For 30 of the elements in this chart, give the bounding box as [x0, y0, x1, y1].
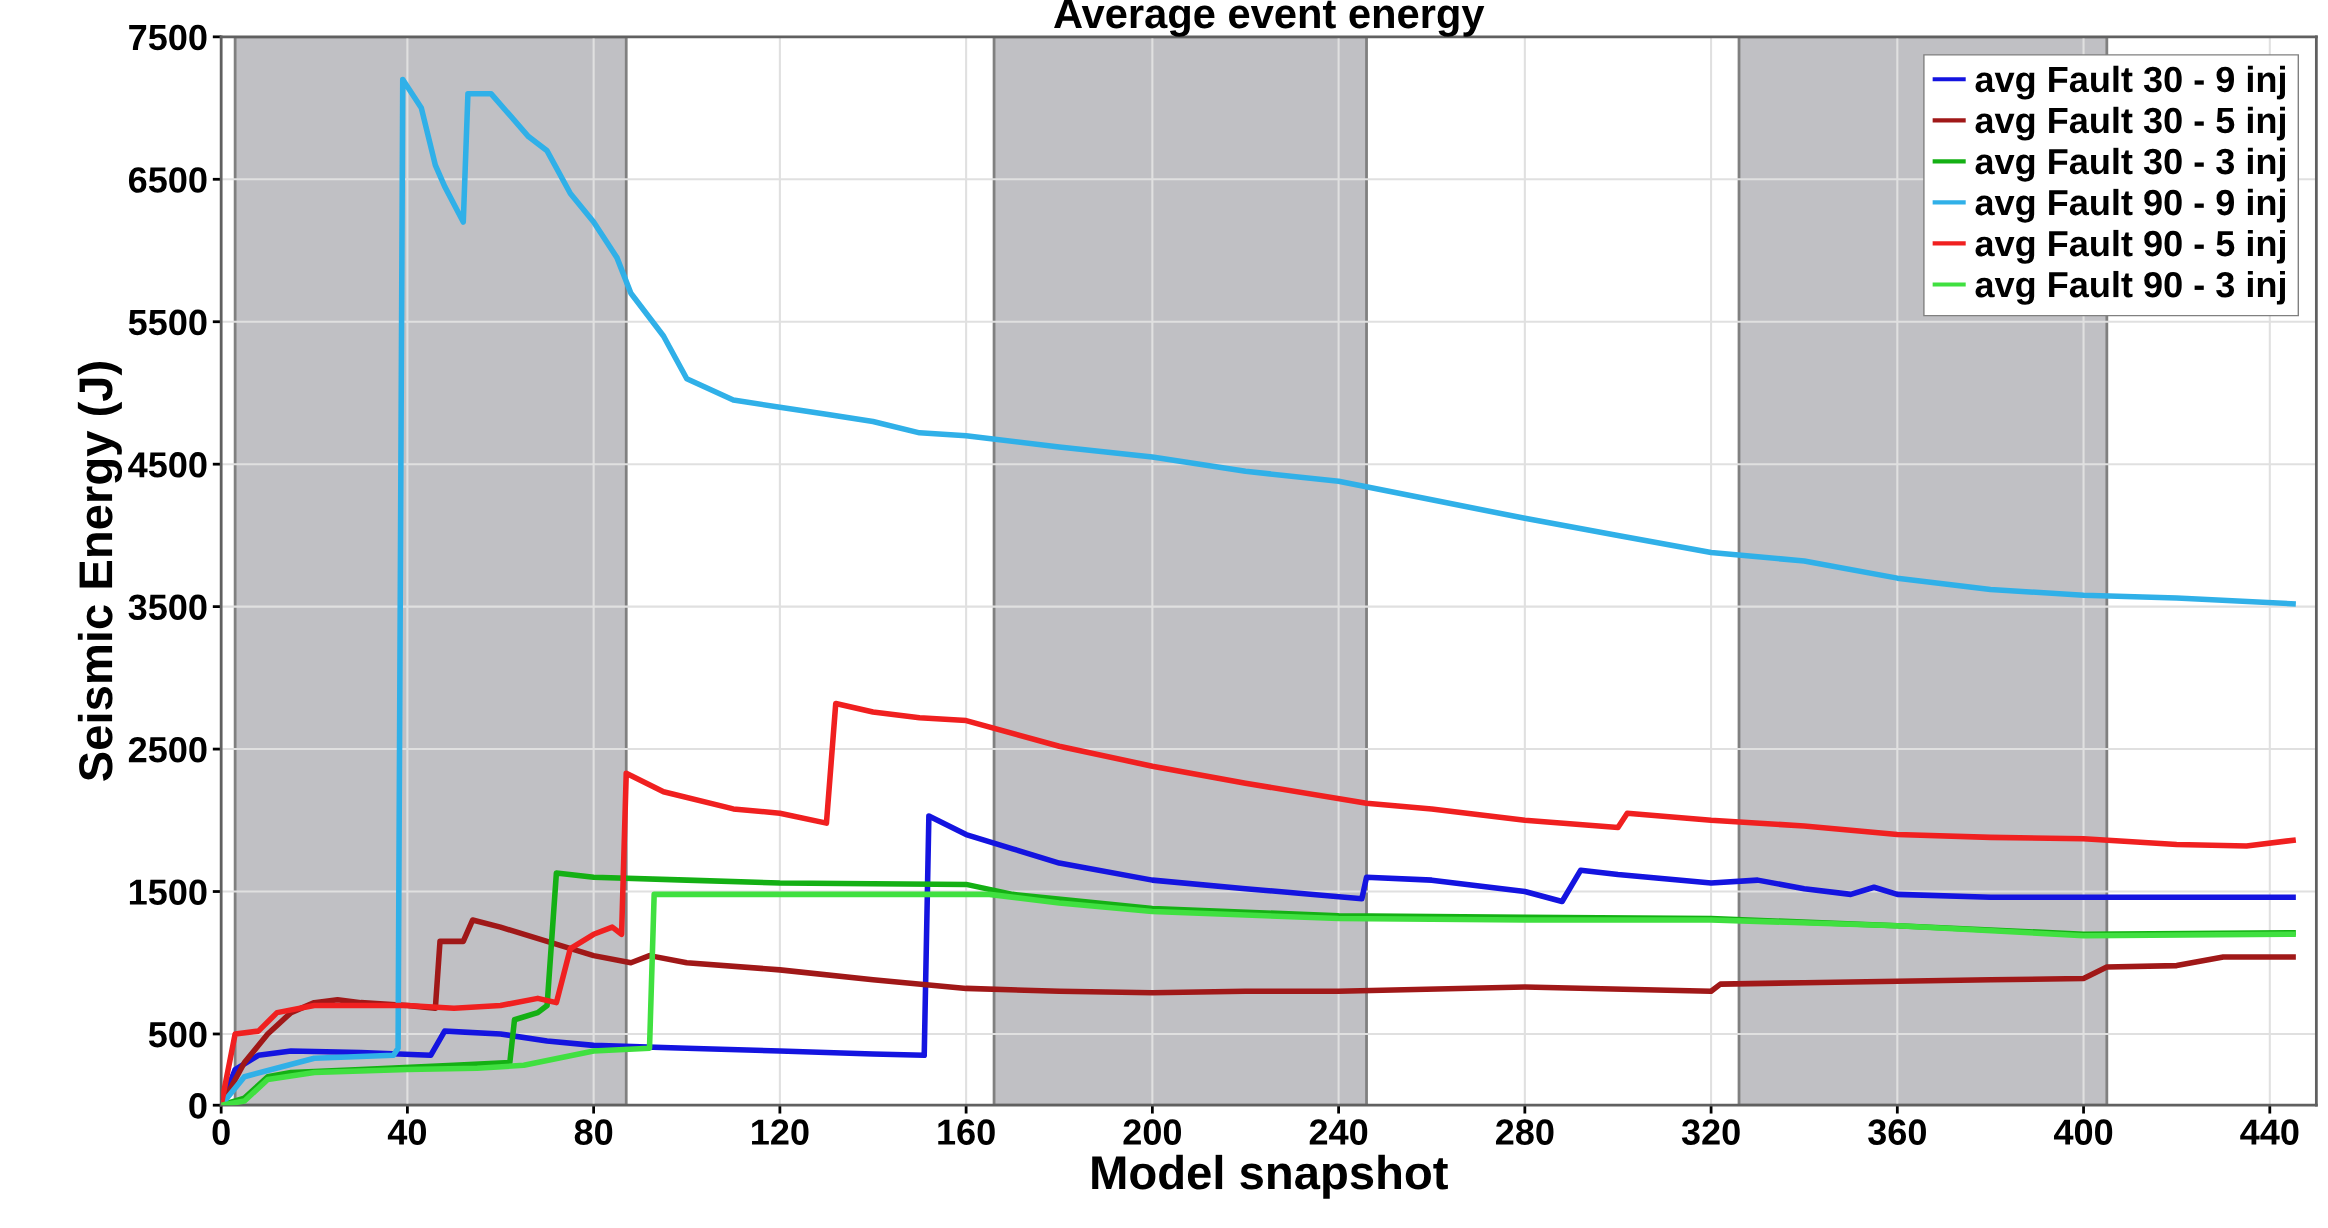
legend-label: avg Fault 30 - 9 inj	[1975, 65, 2285, 100]
y-axis-title: Seismic Energy (J)	[77, 362, 123, 781]
y-tick-label: 7500	[129, 24, 207, 51]
legend-label: avg Fault 90 - 3 inj	[1975, 270, 2285, 305]
x-tick-label: 440	[2240, 1119, 2299, 1145]
y-tick-label: 500	[148, 1021, 207, 1048]
legend-label: avg Fault 30 - 5 inj	[1975, 106, 2285, 141]
y-tick-label: 2500	[128, 736, 207, 763]
y-tick-label: 4500	[128, 452, 207, 478]
legend-label: avg Fault 90 - 5 inj	[1975, 229, 2285, 264]
y-tick-label: 1500	[129, 879, 207, 905]
x-axis-title: Model snapshot	[1092, 1154, 1448, 1199]
chart-title: Average event energy	[1054, 0, 1485, 37]
y-tick-label: 5500	[128, 309, 207, 336]
x-tick-label: 200	[1123, 1119, 1182, 1145]
legend-label: avg Fault 90 - 9 inj	[1975, 188, 2285, 223]
x-tick-label: 320	[1681, 1119, 1740, 1145]
y-tick-label: 3500	[128, 594, 207, 621]
y-tick-label: 0	[189, 1093, 207, 1119]
x-tick-label: 400	[2053, 1119, 2113, 1145]
x-tick-label: 80	[574, 1119, 613, 1145]
x-tick-label: 0	[212, 1119, 230, 1145]
legend-label: avg Fault 30 - 3 inj	[1975, 147, 2285, 182]
x-tick-label: 360	[1868, 1119, 1926, 1145]
x-tick-label: 240	[1309, 1119, 1368, 1145]
x-tick-label: 160	[938, 1119, 995, 1145]
x-tick-label: 40	[387, 1119, 427, 1145]
x-tick-label: 280	[1495, 1119, 1554, 1145]
x-tick-label: 120	[752, 1119, 809, 1145]
y-tick-label: 6500	[128, 167, 207, 193]
